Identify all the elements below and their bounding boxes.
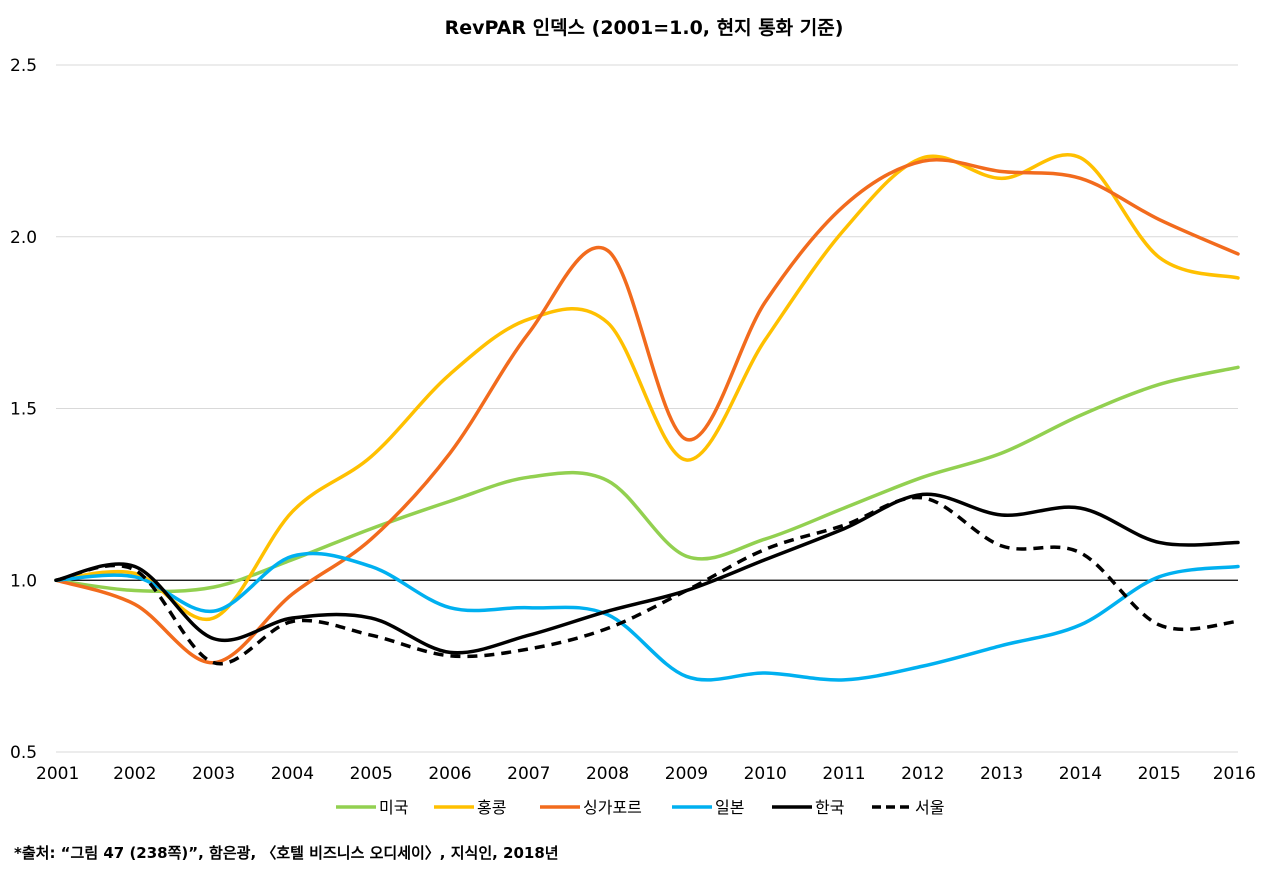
x-tick-label: 2005: [350, 764, 393, 784]
x-tick-label: 2008: [586, 764, 629, 784]
x-tick-label: 2012: [901, 764, 944, 784]
legend-label: 일본: [715, 798, 744, 817]
legend: 미국 홍콩 싱가포르 일본 한국 서울: [336, 798, 944, 817]
y-tick-label: 2.0: [10, 228, 37, 248]
x-tick-label: 2011: [822, 764, 865, 784]
x-tick-label: 2015: [1138, 764, 1181, 784]
x-tick-label: 2014: [1059, 764, 1102, 784]
x-tick-label: 2016: [1213, 764, 1256, 784]
source-note: *출처: “그림 47 (238쪽)”, 함은광, 〈호텔 비즈니스 오디세이〉…: [14, 844, 559, 862]
y-tick-label: 2.5: [10, 56, 37, 76]
legend-label: 싱가포르: [583, 798, 642, 817]
legend-label: 미국: [379, 798, 408, 817]
y-tick-label: 1.5: [10, 400, 37, 420]
legend-label: 홍콩: [477, 798, 506, 817]
x-axis-ticks: 2001 2002 2003 2004 2005 2006 2007 2008 2009 2010…: [36, 764, 1256, 784]
x-tick-label: 2007: [507, 764, 550, 784]
x-tick-label: 2013: [980, 764, 1023, 784]
x-tick-label: 2001: [36, 764, 79, 784]
series-line-0: [54, 365, 1240, 594]
legend-label: 서울: [915, 798, 944, 817]
gridlines: [56, 64, 1238, 753]
legend-label: 한국: [815, 798, 844, 817]
y-tick-label: 1.0: [10, 571, 37, 591]
series-line-1: [54, 153, 1240, 622]
y-axis-ticks: 0.5 1.0 1.5 2.0 2.5: [10, 56, 37, 763]
series-line-4: [54, 492, 1240, 655]
x-tick-label: 2002: [113, 764, 156, 784]
x-tick-label: 2009: [665, 764, 708, 784]
chart-title: RevPAR 인덱스 (2001=1.0, 현지 통화 기준): [445, 17, 844, 39]
x-tick-label: 2003: [192, 764, 235, 784]
x-tick-label: 2006: [428, 764, 471, 784]
x-tick-label: 2010: [744, 764, 787, 784]
x-tick-label: 2004: [271, 764, 314, 784]
series-line-3: [54, 551, 1240, 682]
y-tick-label: 0.5: [10, 743, 37, 763]
series-line-2: [54, 158, 1240, 665]
series-lines: [54, 153, 1240, 682]
